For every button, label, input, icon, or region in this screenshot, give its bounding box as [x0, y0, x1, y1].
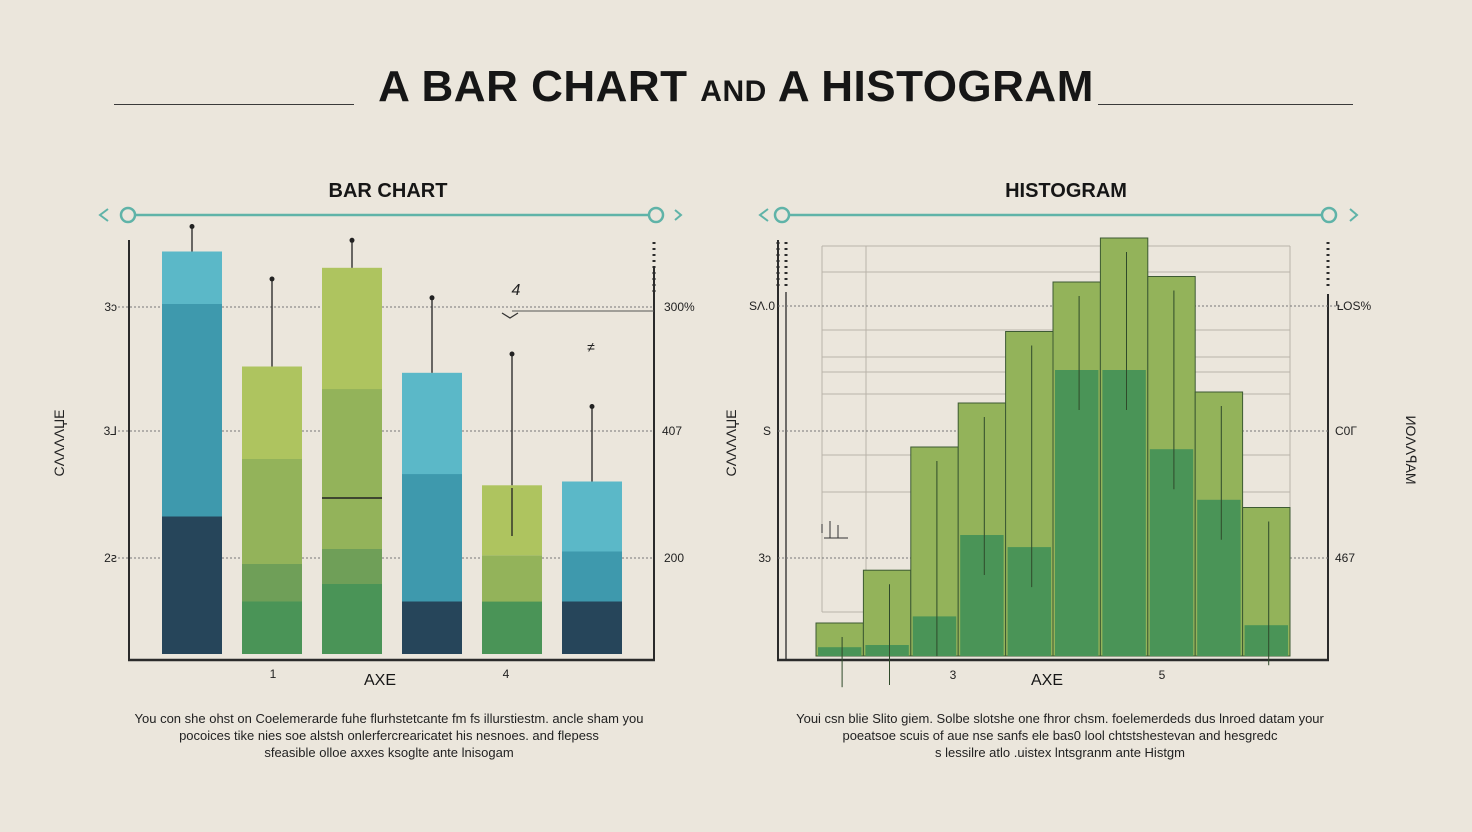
histogram-bin-inner	[865, 645, 909, 656]
bar-segment	[322, 389, 382, 549]
bar-segment	[402, 474, 462, 602]
bar-whisker-cap	[509, 351, 515, 357]
page-title: A BAR CHART AND A HISTOGRAM	[0, 62, 1472, 112]
histogram-annotation-mark	[821, 521, 848, 539]
histogram-y-tick-left: SΛ.0	[749, 299, 775, 313]
bar-segment	[562, 481, 622, 552]
bar-whisker-cap	[349, 237, 355, 243]
histogram-x-tick: 5	[1159, 668, 1166, 682]
bar-segment	[162, 251, 222, 304]
bar-chart: BAR CHART 3ↄ 3⅃ 2ꙅ 300% 407 200 1 4 AXE …	[51, 180, 695, 689]
bar-chart-x-label: AXE	[364, 672, 396, 689]
histogram-bin-inner	[1149, 449, 1194, 656]
bar-segment	[242, 564, 302, 602]
bar-segment	[242, 366, 302, 459]
title-part-3: A HISTOGRAM	[777, 62, 1094, 111]
histogram-arrow-right-icon	[1349, 208, 1359, 222]
histogram-bin	[862, 569, 912, 657]
histogram-bin-inner	[1102, 370, 1146, 656]
bar-chart-y-tick-left: 2ꙅ	[104, 551, 117, 565]
bar-segment	[562, 551, 622, 602]
bar-chart-description-line: sfeasible olloe axxes ksoglte ante lniso…	[264, 745, 514, 760]
title-part-2: AND	[700, 75, 767, 108]
histogram-bins	[815, 237, 1291, 688]
bar-chart-title: BAR CHART	[329, 180, 448, 202]
bar-segment	[482, 601, 542, 654]
bar-chart-x-tick: 4	[503, 667, 510, 681]
histogram-description-line: s lessilre atlo .uistex lntsgranm ante H…	[935, 745, 1185, 760]
histogram-chart: HISTOGRAM	[723, 180, 1419, 689]
histogram-y-tick-left: S	[763, 424, 771, 438]
bar-segment	[322, 267, 382, 390]
bar-segment	[562, 601, 622, 654]
histogram-bin-inner	[818, 647, 862, 656]
bar-chart-x-tick: 1	[270, 667, 277, 681]
bar-segment	[162, 516, 222, 654]
bar-chart-description-line: You con she ohst on Coelemerarde fuhe fl…	[134, 711, 644, 726]
histogram-description-line: poeatsoe scuis of aue nse sanfs ele bas0…	[842, 728, 1278, 743]
bar-whisker-cap	[269, 276, 275, 282]
bar-chart-y-tick-left: 3ↄ	[104, 300, 117, 314]
bar-segment	[162, 304, 222, 517]
histogram-x-label: AXE	[1031, 672, 1063, 689]
bar-segment	[482, 555, 542, 602]
histogram-bin-inner	[1055, 370, 1099, 656]
bar-chart-annotation: ≠	[587, 339, 595, 355]
bar-whisker-cap	[429, 295, 435, 301]
bar-chart-arrow-right-icon	[674, 209, 683, 221]
histogram-y-label-right: ИОΛΛꟼΑΜ	[1403, 415, 1419, 484]
bar-segment	[242, 601, 302, 654]
bar-chart-top-rule-knob-right	[647, 206, 665, 224]
histogram-y-tick-right: 467	[1335, 551, 1355, 565]
bar-chart-arrow-left-icon	[98, 208, 109, 222]
histogram-bin-inner	[1007, 547, 1051, 656]
histogram-y-tick-right: C0Г	[1335, 424, 1357, 438]
bar-chart-annotation: 4	[512, 282, 521, 299]
bar-chart-bars	[162, 224, 622, 654]
histogram-bin-inner	[960, 535, 1004, 656]
bar-chart-y-tick-left: 3⅃	[104, 424, 117, 438]
histogram-description-line: Youi csn blie Slito giem. Solbe slotshe …	[796, 711, 1324, 726]
histogram-y-tick-left: 3ↄ	[758, 551, 771, 565]
bar-segment	[322, 549, 382, 584]
bar-chart-description-line: pocoices tike nies soe alstsh onlerfercr…	[179, 728, 599, 743]
bar-segment	[242, 459, 302, 564]
bar-chart-y-tick-right: 200	[664, 551, 684, 565]
histogram-y-tick-right: ꝆOS%	[1335, 299, 1372, 313]
title-part-1: A BAR CHART	[378, 62, 688, 111]
histogram-bin-inner	[1197, 499, 1241, 656]
histogram-bin-inner	[1244, 625, 1288, 656]
bar-chart-y-label: CΛΛΛΛЏΕ	[51, 410, 67, 477]
bar-segment	[322, 584, 382, 654]
bar-chart-description: You con she ohst on Coelemerarde fuhe fl…	[100, 710, 678, 761]
bar-segment	[402, 372, 462, 475]
title-rule-left	[114, 104, 354, 105]
bar-chart-annotation-caret-icon	[501, 312, 519, 319]
bar-chart-y-tick-right: 300%	[664, 300, 695, 314]
page-header: A BAR CHART AND A HISTOGRAM	[0, 62, 1472, 132]
bar-whisker-cap	[589, 404, 595, 409]
bar-whisker-cap	[189, 224, 195, 229]
histogram-bin-inner	[912, 616, 957, 656]
histogram-y-label: CΛΛΛΛЏΕ	[723, 410, 739, 477]
histogram-top-rule-knob-left	[773, 206, 791, 224]
histogram-x-tick: 3	[950, 668, 957, 682]
bar-segment	[402, 601, 462, 654]
title-rule-right	[1098, 104, 1353, 105]
bar-chart-y-tick-right: 407	[662, 424, 682, 438]
histogram-description: Youi csn blie Slito giem. Solbe slotshe …	[760, 710, 1360, 761]
bar-chart-top-rule-knob-left	[119, 206, 137, 224]
histogram-title: HISTOGRAM	[1005, 180, 1127, 202]
histogram-top-rule-knob-right	[1320, 206, 1338, 224]
histogram-arrow-left-icon	[758, 208, 769, 222]
